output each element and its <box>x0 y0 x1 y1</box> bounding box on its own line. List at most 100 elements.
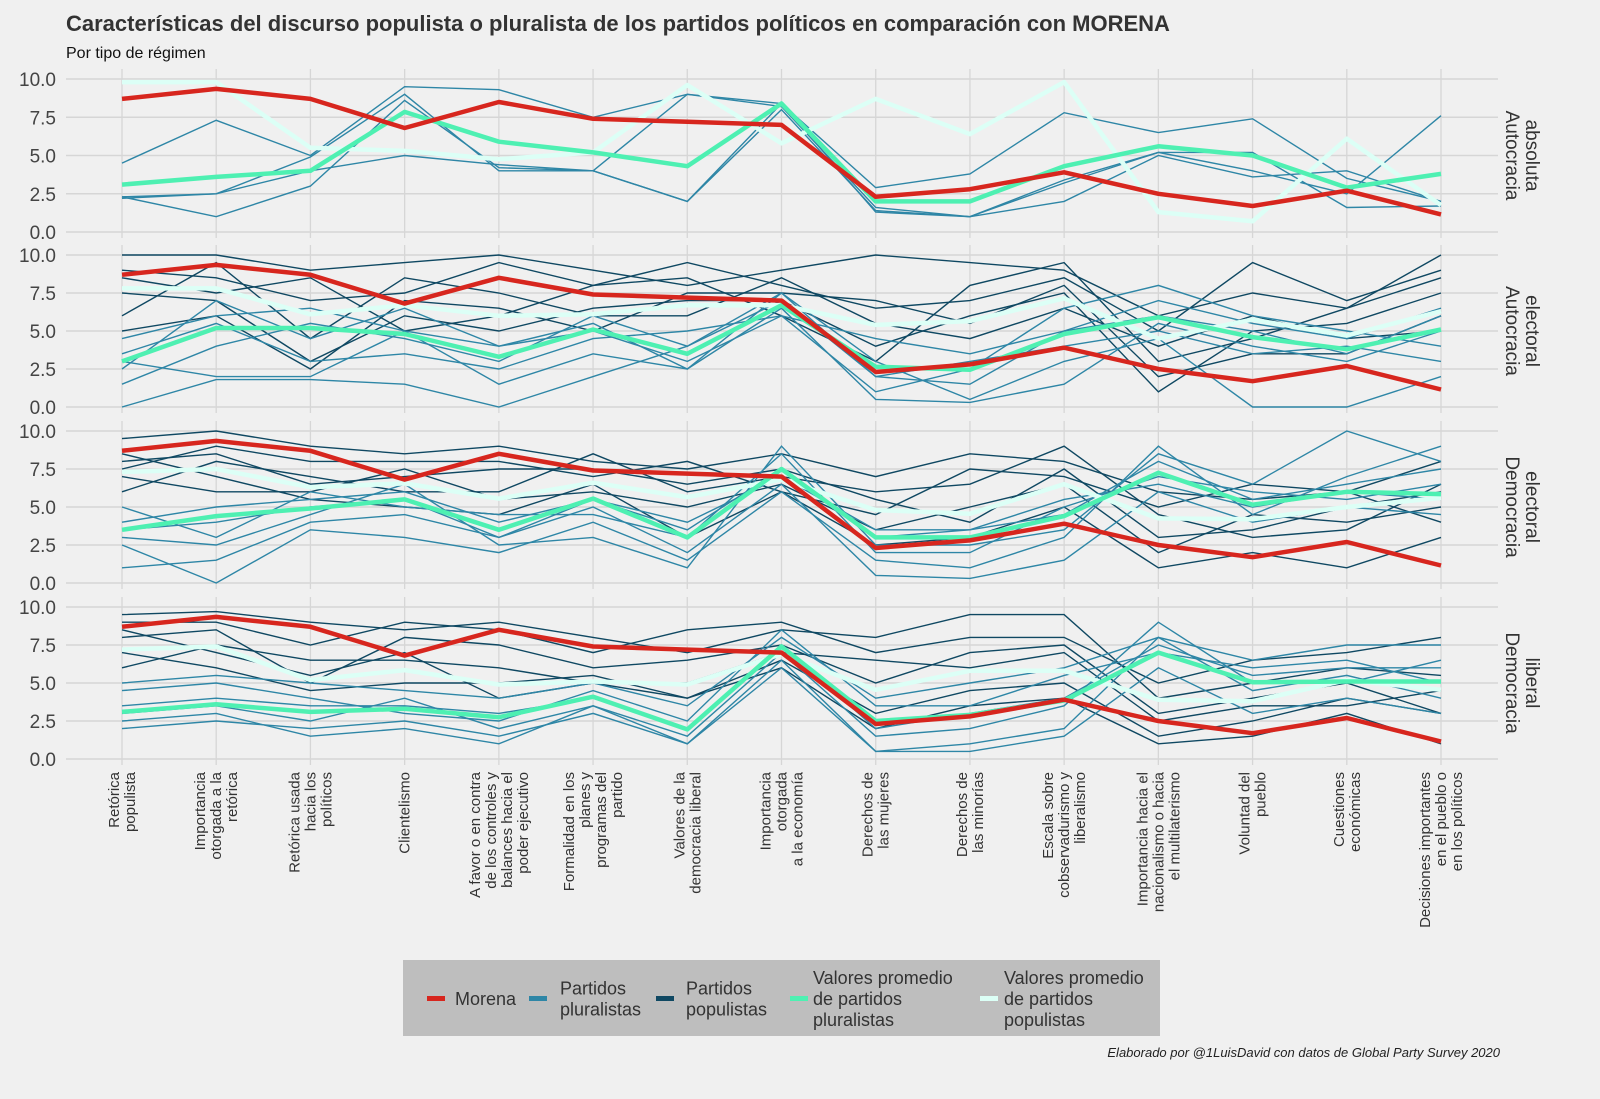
legend-label-promedio_pluralistas: Valores promedio de partidos pluralistas <box>813 968 953 1030</box>
legend-label-line: de partidos <box>1004 989 1093 1009</box>
x-axis-label: Importanciaotorgada a laretórica <box>192 771 241 859</box>
panel: 0.0 2.5 5.0 7.5 10.0 Autocraciaabsoluta <box>19 69 1542 244</box>
x-axis-label-line: Derechos de <box>860 772 877 857</box>
x-axis-label: Decisiones importantesen el pueblo oen l… <box>1417 772 1466 928</box>
legend-label-line: populistas <box>686 1000 767 1020</box>
x-axis-label-line: otorgada <box>774 771 791 831</box>
pluralist-party-line <box>121 483 1442 580</box>
y-tick-label: 0.0 <box>30 574 56 595</box>
pluralist-average-line <box>121 101 1442 204</box>
strip-label-line: liberal <box>1521 658 1542 709</box>
pluralist-average-line <box>121 644 1441 732</box>
x-axis-label-line: de los controles y <box>483 772 500 889</box>
x-axis-label-line: económicas <box>1347 772 1364 852</box>
x-axis-label: Escala sobrecobservadurismo yliberalismo <box>1040 772 1089 898</box>
x-axis-label-line: pueblo <box>1253 772 1270 817</box>
x-axis-label-line: hacia los <box>302 772 319 831</box>
x-axis-label: Derechos delas minorías <box>954 772 987 857</box>
x-axis-label: Clientelismo <box>397 772 414 854</box>
x-axis-label-line: Derechos de <box>954 772 971 857</box>
x-axis-label: Cuestioneseconómicas <box>1331 772 1364 852</box>
morena-line <box>121 86 1442 217</box>
x-axis-label-line: políticos <box>318 772 335 827</box>
x-axis-label: A favor o en contrade los controles ybal… <box>467 771 532 898</box>
x-axis-label-line: Importancia <box>758 771 775 850</box>
legend-label-line: de partidos <box>813 989 902 1009</box>
y-tick-label: 5.0 <box>30 322 56 343</box>
x-axis-label-line: liberalismo <box>1072 772 1089 844</box>
x-axis-label: Derechos delas mujeres <box>860 772 893 857</box>
y-tick-label: 0.0 <box>30 398 56 419</box>
y-tick-label: 5.0 <box>30 498 56 519</box>
panel: 0.0 2.5 5.0 7.5 10.0 Democraciaelectoral <box>19 421 1542 595</box>
x-axis-label-line: Cuestiones <box>1331 772 1348 847</box>
strip-label-line: electoral <box>1521 295 1542 367</box>
y-tick-label: 7.5 <box>30 460 56 481</box>
x-axis-label-line: en el pueblo o <box>1433 772 1450 866</box>
x-axis-label-line: poder ejecutivo <box>515 772 532 874</box>
legend-label-populistas: Partidos populistas <box>686 979 767 1020</box>
x-axis-label-line: partido <box>609 772 626 818</box>
legend-label-line: pluralistas <box>813 1010 894 1030</box>
y-tick-label: 0.0 <box>30 223 56 244</box>
strip-label-line: Autocracia <box>1501 111 1522 201</box>
x-axis-label-line: nacionalismo o hacia <box>1150 771 1167 912</box>
strip-label-line: Autocracia <box>1501 286 1522 376</box>
x-axis-label: Voluntad delpueblo <box>1237 772 1270 855</box>
x-axis-label-line: cobservadurismo y <box>1056 772 1073 898</box>
y-tick-label: 10.0 <box>19 246 56 267</box>
y-tick-label: 7.5 <box>30 108 56 129</box>
legend-label-pluralistas: Partidos pluralistas <box>560 979 641 1020</box>
y-tick-label: 5.0 <box>30 674 56 695</box>
x-axis-label-line: Clientelismo <box>397 772 414 854</box>
x-axis-label: Formalidad en losplanes yprogramas delpa… <box>561 772 626 892</box>
legend-label-line: Valores promedio <box>813 968 953 988</box>
y-tick-label: 10.0 <box>19 422 56 443</box>
x-axis-label-line: Formalidad en los <box>561 772 578 891</box>
x-axis-label-line: Importancia hacia el <box>1134 772 1151 906</box>
x-axis-label-line: A favor o en contra <box>467 771 484 898</box>
x-axis-label-line: democracia liberal <box>687 772 704 894</box>
x-axis-label: Valores de lademocracia liberal <box>671 771 704 893</box>
x-axis-label: Importanciaotorgadaa la economía <box>758 771 807 866</box>
x-axis-label-line: planes y <box>577 772 594 828</box>
y-tick-label: 7.5 <box>30 284 56 305</box>
legend-label-line: Morena <box>455 989 517 1009</box>
strip-label-line: absoluta <box>1521 120 1542 192</box>
x-axis-label-line: Retórica usada <box>286 771 303 873</box>
panel-strip-label: Democracialiberal <box>1501 632 1542 734</box>
x-axis-label-line: otorgada a la <box>208 771 225 859</box>
x-axis-label: Importancia hacia elnacionalismo o hacia… <box>1134 771 1183 912</box>
morena-line <box>121 438 1442 568</box>
x-axis-label-line: Decisiones importantes <box>1417 772 1434 928</box>
legend-label-line: Partidos <box>686 979 752 999</box>
legend-key-promedio_populistas <box>980 996 998 1001</box>
x-axis-label-line: en los políticos <box>1449 772 1466 871</box>
strip-label-line: Democracia <box>1501 456 1522 558</box>
x-axis-label-line: Valores de la <box>671 771 688 858</box>
legend-label-promedio_populistas: Valores promedio de partidos populistas <box>1004 968 1144 1030</box>
y-tick-label: 2.5 <box>30 185 56 206</box>
y-tick-label: 7.5 <box>30 636 56 657</box>
populist-party-line <box>121 261 1442 332</box>
populist-party-line <box>122 254 1442 317</box>
x-axis-label-line: Importancia <box>192 771 209 850</box>
legend-label-line: pluralistas <box>560 1000 641 1020</box>
x-axis-label-line: las mujeres <box>876 772 893 849</box>
panel: 0.0 2.5 5.0 7.5 10.0 Autocraciaelectoral <box>19 245 1542 419</box>
legend-key-populistas <box>656 996 674 1001</box>
x-axis-label-line: balances hacia el <box>499 772 516 888</box>
caption: Elaborado por @1LuisDavid con datos de G… <box>1107 1045 1500 1060</box>
x-axis-label-line: el multilaterismo <box>1166 772 1183 880</box>
pluralist-average-line <box>121 302 1442 373</box>
y-tick-label: 5.0 <box>30 147 56 168</box>
x-axis-labels: Retóricapopulista Importanciaotorgada a l… <box>106 771 1466 928</box>
legend-label-line: Partidos <box>560 979 626 999</box>
panel-strip-label: Autocraciaabsoluta <box>1501 111 1542 201</box>
legend-label-line: Valores promedio <box>1004 968 1144 988</box>
x-axis-label-line: programas del <box>593 772 610 868</box>
panel: 0.0 2.5 5.0 7.5 10.0 Democracialiberal <box>19 597 1542 771</box>
legend-label-morena: Morena <box>455 989 517 1009</box>
